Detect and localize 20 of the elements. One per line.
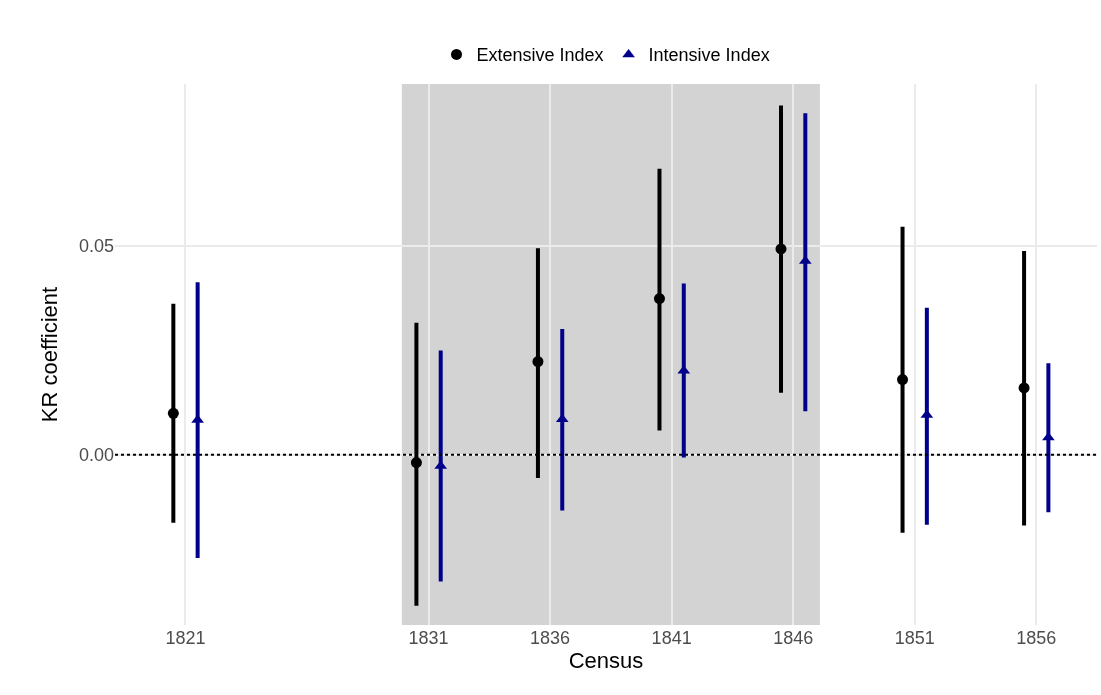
x-tick-label: 1851 — [894, 628, 935, 648]
x-axis-title: Census — [568, 648, 644, 673]
x-tick-label: 1846 — [773, 628, 814, 648]
point — [897, 374, 909, 386]
point — [532, 356, 544, 368]
y-tick-label: 0.05 — [78, 236, 114, 257]
x-tick-label: 1841 — [651, 628, 692, 648]
point — [653, 293, 665, 305]
x-tick-label: 1836 — [530, 628, 571, 648]
point — [1018, 382, 1030, 394]
point — [775, 243, 787, 255]
legend-label: Intensive Index — [648, 45, 770, 66]
y-tick-label: 0.00 — [78, 444, 114, 465]
point — [167, 407, 179, 419]
point — [410, 457, 422, 469]
legend-label: Extensive Index — [476, 45, 604, 66]
x-tick-label: 1821 — [165, 628, 206, 648]
y-axis-title: KR coefficient — [36, 286, 62, 423]
x-tick-label: 1856 — [1016, 628, 1057, 648]
x-tick-label: 1831 — [408, 628, 449, 648]
